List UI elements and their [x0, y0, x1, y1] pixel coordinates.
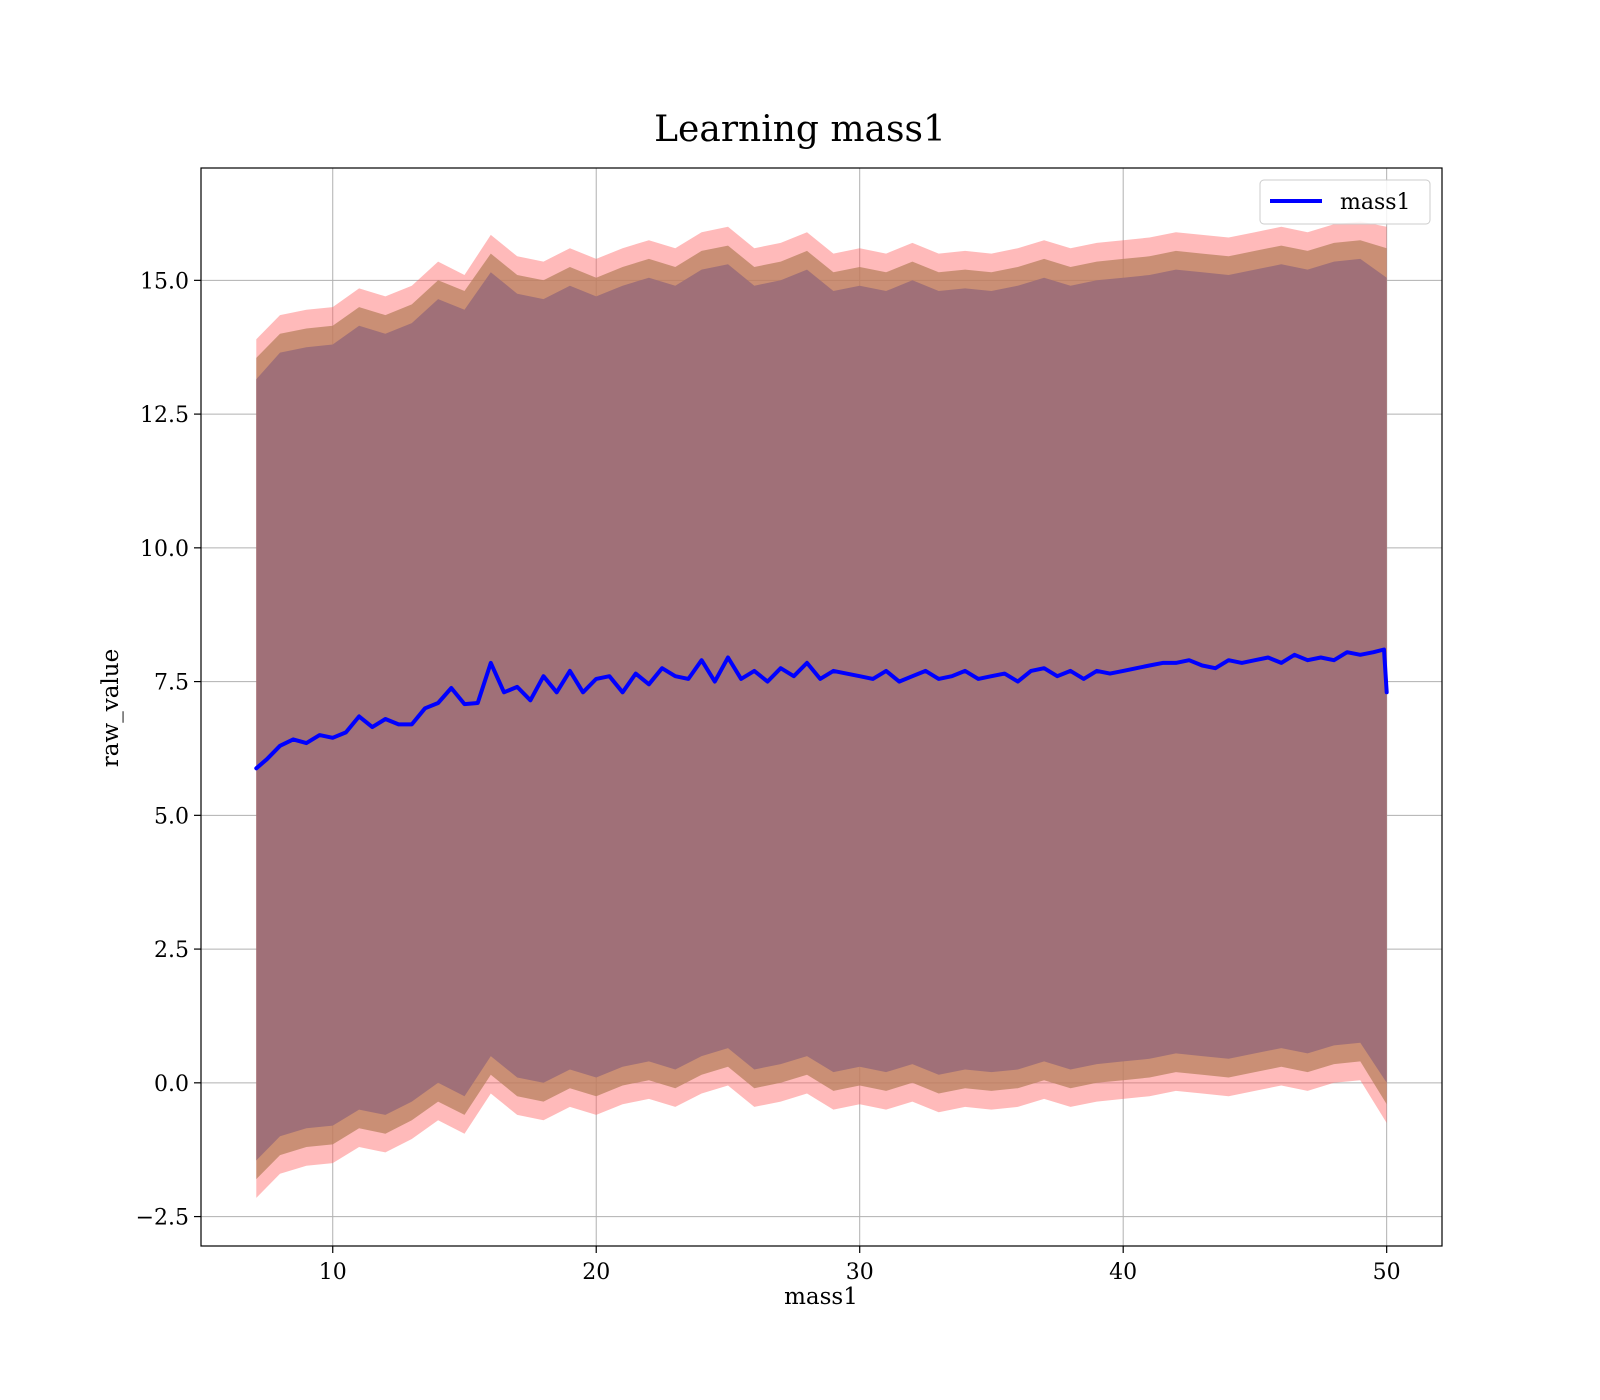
- y-tick-label: 5.0: [154, 804, 189, 829]
- y-tick-label: 12.5: [140, 403, 189, 428]
- confidence-band-3: [256, 258, 1387, 1161]
- y-tick-label: −2.5: [136, 1206, 189, 1231]
- y-axis-ticks: −2.5 0.0 2.5 5.0 7.5 10.0 12.5 15.0: [136, 269, 201, 1231]
- plot-frame: [200, 167, 1443, 1247]
- confidence-bands: [256, 221, 1387, 1198]
- x-tick-label: 50: [1373, 1260, 1401, 1285]
- chart-title: Learning mass1: [654, 109, 946, 150]
- y-tick-label: 15.0: [140, 269, 189, 294]
- x-tick-label: 20: [582, 1260, 610, 1285]
- y-tick-label: 7.5: [154, 671, 189, 696]
- series-lines: [254, 647, 1389, 771]
- x-axis-label: mass1: [784, 1284, 858, 1310]
- x-tick-label: 30: [846, 1260, 874, 1285]
- y-axis-label: raw_value: [98, 649, 124, 767]
- x-tick-label: 40: [1109, 1260, 1137, 1285]
- legend-label: mass1: [1340, 190, 1411, 215]
- x-tick-label: 10: [319, 1260, 347, 1285]
- x-axis-ticks: 10 20 30 40 50: [319, 1246, 1401, 1285]
- series-line-mass1: [254, 647, 1389, 771]
- legend: mass1: [1259, 179, 1431, 225]
- y-tick-label: 0.0: [154, 1072, 189, 1097]
- y-tick-label: 10.0: [140, 537, 189, 562]
- y-tick-label: 2.5: [154, 938, 189, 963]
- legend-frame: [1259, 179, 1431, 225]
